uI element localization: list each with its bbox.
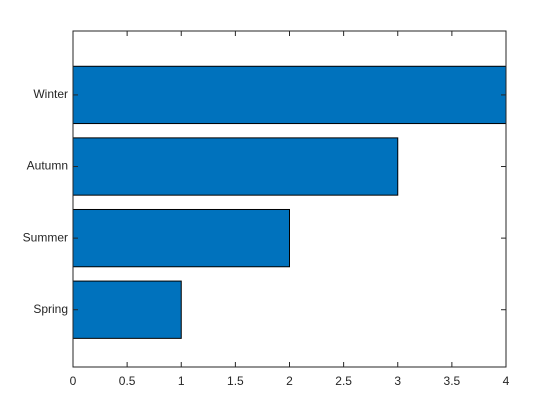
y-tick-label: Winter xyxy=(33,87,68,101)
x-tick-label: 3.5 xyxy=(444,374,461,388)
bar xyxy=(72,208,290,268)
y-tick-label: Summer xyxy=(23,230,68,244)
bar xyxy=(72,137,399,196)
x-tick-label: 1 xyxy=(178,374,185,388)
x-tick-label: 2.5 xyxy=(335,374,352,388)
x-tick-label: 1.5 xyxy=(227,374,244,388)
y-tick-label: Spring xyxy=(33,302,68,316)
x-tick-label: 4 xyxy=(503,374,510,388)
x-tick-label: 0.5 xyxy=(119,374,136,388)
x-tick-label: 2 xyxy=(286,374,293,388)
bar xyxy=(72,65,507,125)
y-tick-label: Autumn xyxy=(27,159,68,173)
x-tick-label: 3 xyxy=(394,374,401,388)
x-tick-label: 0 xyxy=(70,374,77,388)
bar xyxy=(72,280,182,339)
